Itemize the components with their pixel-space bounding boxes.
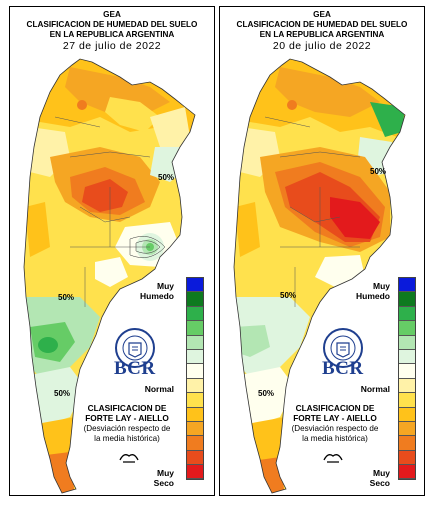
bcr-logo: BCR: [114, 358, 156, 379]
legend-swatch: [399, 393, 415, 408]
legend-swatch: [399, 321, 415, 336]
bcr-seal-icon: [323, 328, 363, 368]
legend-swatch: [399, 335, 415, 350]
legend-swatch: [187, 306, 203, 322]
legend-swatch: [399, 407, 415, 422]
legend-swatch: [399, 306, 415, 322]
org-title: GEA: [103, 10, 121, 19]
legend-swatch: [187, 436, 203, 451]
legend-top-label-2: Humedo: [356, 291, 390, 301]
map-date: 20 de julio de 2022: [272, 40, 372, 52]
legend-swatch: [187, 450, 203, 466]
classification-title-1: CLASIFICACION DE: [87, 403, 167, 413]
legend-swatch: [399, 436, 415, 451]
classification-subtitle-1: (Desviación respecto de: [83, 424, 171, 433]
map-title-line2: EN LA REPUBLICA ARGENTINA: [259, 30, 385, 39]
legend-swatch: [399, 378, 415, 394]
isoline-label: 50%: [258, 389, 275, 398]
footer-mark-icon: [119, 454, 139, 463]
classification-subtitle-2: la media histórica): [94, 434, 160, 443]
legend-swatch: [399, 421, 415, 437]
legend-swatch: [399, 349, 415, 365]
map-title-line1: CLASIFICACION DE HUMEDAD DEL SUELO: [236, 20, 408, 29]
legend-swatch: [187, 378, 203, 394]
legend-swatch: [187, 407, 203, 422]
classification-title-1: CLASIFICACION DE: [295, 403, 375, 413]
legend-swatch: [187, 349, 203, 365]
map-title-line2: EN LA REPUBLICA ARGENTINA: [49, 30, 175, 39]
legend-swatch: [187, 421, 203, 437]
legend-swatch: [399, 292, 415, 307]
bcr-seal-icon: [115, 328, 155, 368]
moisture-color-legend: [186, 277, 204, 481]
legend-swatch: [399, 278, 415, 293]
legend-top-label-2: Humedo: [140, 291, 174, 301]
org-title: GEA: [313, 10, 331, 19]
legend-swatch: [399, 465, 415, 480]
soil-moisture-map-panel-right: GEA CLASIFICACION DE HUMEDAD DEL SUELO E…: [219, 6, 425, 496]
map-title-line1: CLASIFICACION DE HUMEDAD DEL SUELO: [26, 20, 198, 29]
classification-title-2: FORTE LAY - AIELLO: [85, 413, 169, 423]
map-date: 27 de julio de 2022: [62, 40, 162, 52]
isoline-label: 50%: [58, 293, 75, 302]
legend-mid-label: Normal: [144, 384, 174, 394]
legend-swatch: [187, 335, 203, 350]
legend-bottom-label-2: Seco: [369, 478, 390, 488]
legend-top-label-1: Muy: [157, 281, 174, 291]
classification-title-2: FORTE LAY - AIELLO: [293, 413, 377, 423]
isoline-label: 50%: [158, 173, 175, 182]
soil-moisture-map-panel-left: GEA CLASIFICACION DE HUMEDAD DEL SUELO E…: [9, 6, 215, 496]
legend-bottom-label-2: Seco: [153, 478, 174, 488]
argentina-moisture-map: [23, 58, 196, 494]
argentina-moisture-map: [233, 58, 406, 494]
legend-swatch: [187, 465, 203, 480]
legend-swatch: [187, 278, 203, 293]
legend-bottom-label-1: Muy: [157, 468, 174, 478]
isoline-label: 50%: [370, 167, 387, 176]
classification-subtitle-1: (Desviación respecto de: [291, 424, 379, 433]
legend-swatch: [399, 450, 415, 466]
classification-subtitle-2: la media histórica): [302, 434, 368, 443]
footer-mark-icon: [323, 454, 343, 463]
legend-swatch: [399, 364, 415, 379]
legend-top-label-1: Muy: [373, 281, 390, 291]
legend-swatch: [187, 292, 203, 307]
isoline-label: 50%: [54, 389, 71, 398]
legend-swatch: [187, 321, 203, 336]
legend-swatch: [187, 393, 203, 408]
legend-bottom-label-1: Muy: [373, 468, 390, 478]
isoline-label: 50%: [280, 291, 297, 300]
moisture-color-legend: [398, 277, 416, 481]
legend-swatch: [187, 364, 203, 379]
bcr-logo: BCR: [322, 358, 364, 379]
legend-mid-label: Normal: [360, 384, 390, 394]
